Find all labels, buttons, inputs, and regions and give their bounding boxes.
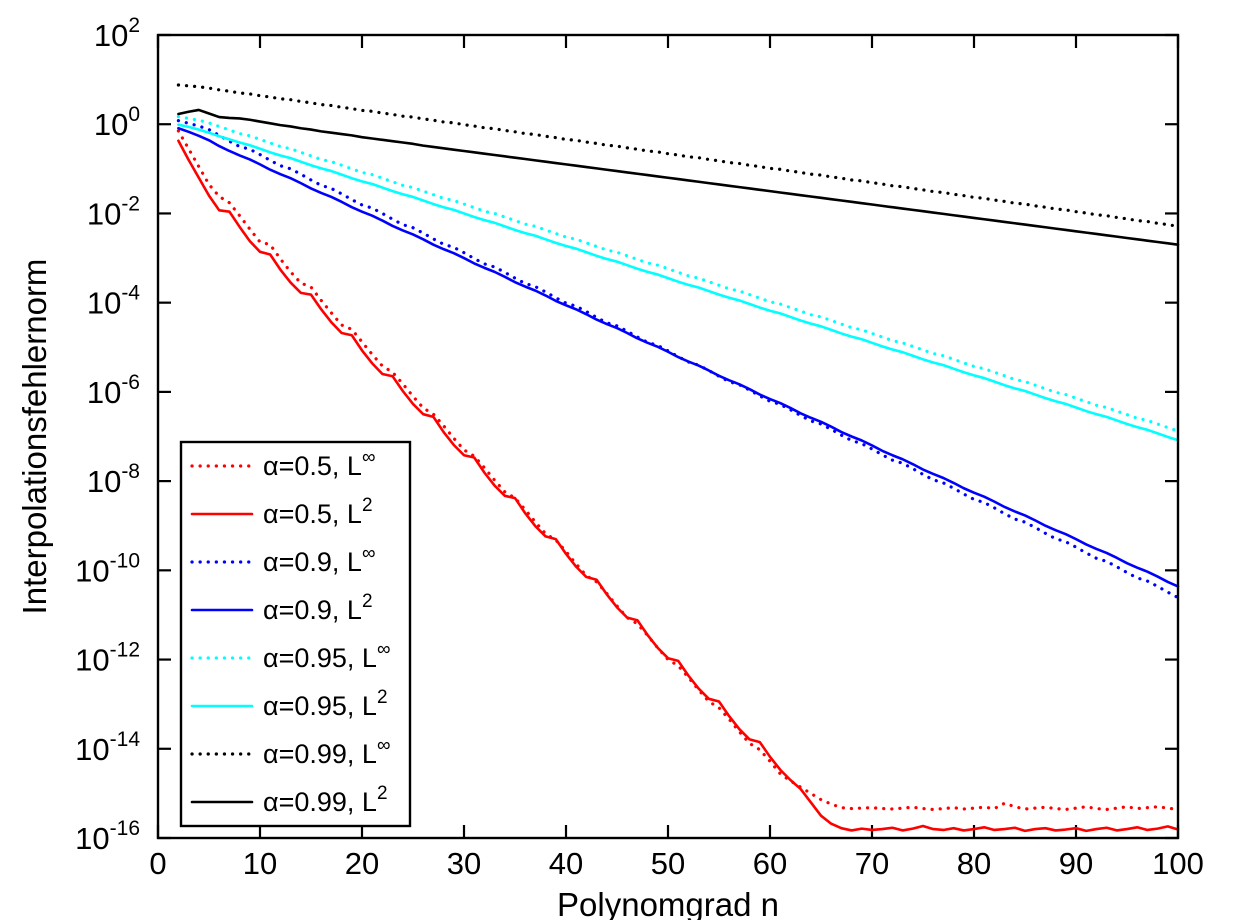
legend-label: α=0.95, L2	[263, 687, 388, 721]
y-tick-label: 102	[94, 14, 140, 53]
legend-label: α=0.5, L2	[263, 495, 373, 529]
y-tick-label: 10-6	[87, 371, 140, 410]
legend-item-5[interactable]: α=0.95, L2	[190, 687, 388, 721]
legend-label: α=0.5, L∞	[263, 447, 375, 481]
series-alpha-0-99-l2	[177, 108, 1180, 246]
legend-label: α=0.9, L∞	[263, 543, 375, 577]
axes-frame	[156, 33, 1180, 840]
x-tick-label: 10	[243, 846, 277, 881]
legend-item-4[interactable]: α=0.95, L∞	[190, 639, 391, 673]
x-tick-label: 20	[345, 846, 379, 881]
x-axis-ticks: 0 10 20 30 40 50 60 70 80 90 100	[149, 35, 1204, 881]
legend-label: α=0.9, L2	[263, 591, 373, 625]
legend-item-2[interactable]: α=0.9, L∞	[190, 543, 375, 577]
legend-item-7[interactable]: α=0.99, L2	[190, 783, 388, 817]
y-axis-label: Interpolationsfehlernorm	[16, 259, 53, 615]
x-tick-label: 60	[753, 846, 787, 881]
y-tick-label: 10-10	[75, 549, 140, 588]
y-tick-label: 10-12	[75, 639, 140, 678]
y-tick-label: 10-16	[75, 817, 140, 856]
y-tick-label: 10-2	[87, 192, 140, 231]
legend-label: α=0.99, L∞	[263, 735, 391, 769]
legend-box[interactable]	[179, 440, 412, 828]
x-tick-label: 0	[149, 846, 166, 881]
x-tick-label: 80	[957, 846, 991, 881]
legend-label: α=0.99, L2	[263, 783, 388, 817]
legend-label: α=0.95, L∞	[263, 639, 391, 673]
y-tick-label: 10-14	[75, 728, 140, 767]
x-tick-label: 50	[651, 846, 685, 881]
x-axis-label: Polynomgrad n	[557, 886, 779, 920]
legend-item-3[interactable]: α=0.9, L2	[190, 591, 373, 625]
x-axis-title: Polynomgrad n	[557, 886, 779, 920]
series-layer	[176, 83, 1180, 833]
series-alpha-0-95-l2	[177, 123, 1180, 442]
x-tick-label: 100	[1152, 846, 1204, 881]
x-tick-label: 30	[447, 846, 481, 881]
series-alpha-0-9-l2	[177, 126, 1180, 588]
x-tick-label: 90	[1059, 846, 1093, 881]
y-axis-title: Interpolationsfehlernorm	[16, 259, 53, 615]
series-alpha-0-5-l2	[177, 139, 1180, 833]
series-alpha-0-5-linf	[176, 129, 1180, 812]
plot-frame	[156, 33, 1180, 840]
y-tick-label: 10-4	[87, 282, 140, 321]
x-tick-label: 70	[855, 846, 889, 881]
y-tick-label: 100	[94, 103, 140, 142]
legend[interactable]: α=0.5, L∞ α=0.5, L2 α=0.9, L∞ α=0.9, L2 α=0.…	[179, 440, 412, 828]
series-alpha-0-95-linf	[176, 115, 1180, 433]
legend-item-6[interactable]: α=0.99, L∞	[190, 735, 391, 769]
y-tick-label: 10-8	[87, 460, 140, 499]
legend-item-1[interactable]: α=0.5, L2	[190, 495, 373, 529]
x-tick-label: 40	[549, 846, 583, 881]
series-alpha-0-99-linf	[176, 83, 1180, 228]
legend-item-0[interactable]: α=0.5, L∞	[190, 447, 375, 481]
